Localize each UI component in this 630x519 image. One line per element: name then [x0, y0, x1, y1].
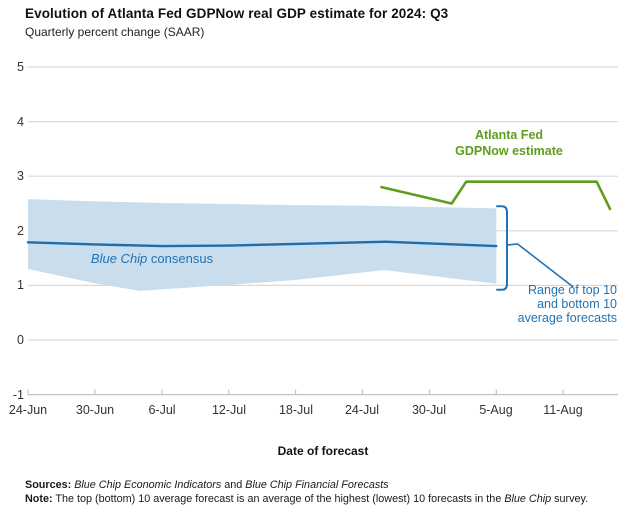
chart-title: Evolution of Atlanta Fed GDPNow real GDP…	[25, 6, 449, 21]
y-tick-label: 3	[17, 169, 24, 183]
y-tick-label: 2	[17, 224, 24, 238]
note-italic: Blue Chip	[504, 492, 552, 505]
x-axis-title: Date of forecast	[277, 444, 369, 458]
note-label: Note:	[25, 492, 53, 505]
range-bracket	[496, 205, 509, 291]
gdpnow-series-label-line2: GDPNow estimate	[455, 143, 563, 158]
note-text: The top (bottom) 10 average forecast is …	[55, 492, 502, 505]
x-tick-label: 11-Aug	[543, 403, 583, 417]
range-annotation-line1: Range of top 10	[528, 283, 617, 297]
blue-chip-consensus-label: Blue Chip consensus	[57, 251, 247, 266]
footer-notes: Sources: Blue Chip Economic Indicators a…	[25, 479, 603, 507]
range-annotation-line2: and bottom 10	[537, 296, 617, 311]
gdpnow-series-label: Atlanta Fed GDPNow estimate	[399, 128, 619, 159]
sources-line: Sources: Blue Chip Economic Indicators a…	[25, 479, 603, 493]
note-line: Note: The top (bottom) 10 average foreca…	[25, 493, 603, 507]
x-tick-label: 6-Jul	[148, 403, 176, 417]
x-tick-label: 24-Jun	[8, 403, 48, 417]
sources-label: Sources:	[25, 479, 72, 491]
source-2: Blue Chip Financial Forecasts	[245, 479, 389, 491]
chart-subtitle: Quarterly percent change (SAAR)	[25, 25, 205, 39]
chart-plot-area	[26, 66, 618, 396]
x-tick-label: 30-Jul	[411, 403, 447, 417]
blue-chip-consensus-label-rest: consensus	[150, 251, 214, 266]
blue-chip-consensus-label-italic: Blue Chip	[90, 251, 148, 266]
y-tick-label: 1	[17, 278, 24, 292]
x-tick-label: 18-Jul	[278, 403, 314, 417]
y-tick-label: 4	[17, 115, 24, 129]
blue-chip-consensus-line	[26, 240, 498, 248]
x-tick-label: 24-Jul	[344, 403, 380, 417]
atlanta-fed-gdpnow-estimate-line	[380, 180, 612, 211]
note-tail: survey.	[554, 492, 589, 505]
x-tick-label: 30-Jun	[75, 403, 115, 417]
x-tick-label: 12-Jul	[211, 403, 247, 417]
source-1: Blue Chip Economic Indicators	[74, 479, 222, 491]
sources-and: and	[224, 479, 243, 491]
y-tick-label: 5	[17, 60, 24, 74]
gdpnow-series-label-line1: Atlanta Fed	[474, 128, 544, 142]
y-tick-label: -1	[12, 388, 24, 402]
range-annotation-label: Range of top 10 and bottom 10 average fo…	[457, 283, 617, 325]
range-annotation-line3: average forecasts	[517, 310, 617, 325]
range-leader-line	[506, 243, 574, 288]
y-tick-label: 0	[17, 333, 24, 347]
x-tick-label: 5-Aug	[479, 403, 513, 417]
